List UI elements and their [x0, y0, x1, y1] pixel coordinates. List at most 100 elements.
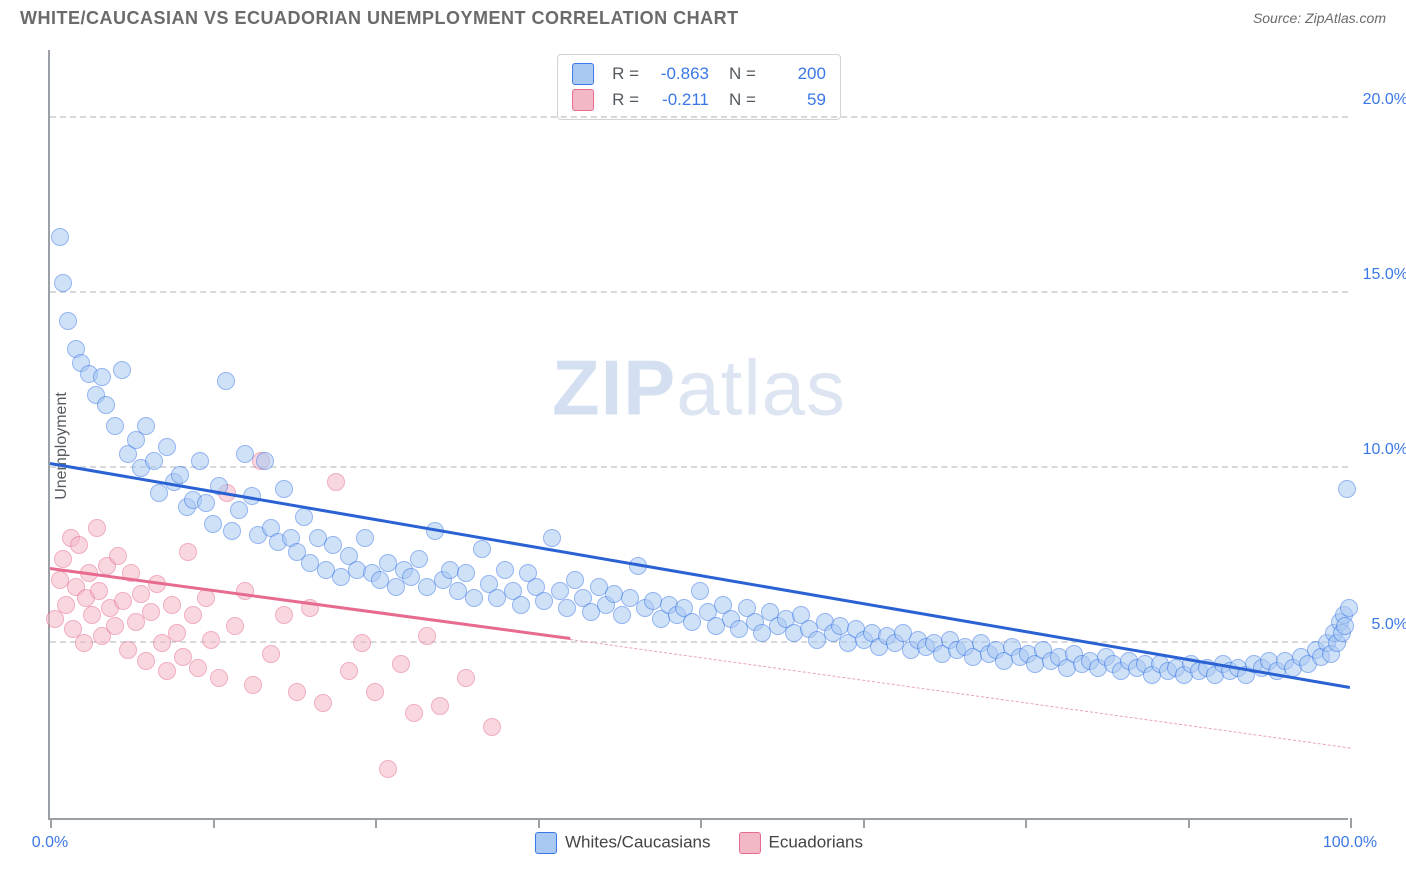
scatter-point: [405, 704, 423, 722]
xtick: [1025, 818, 1027, 828]
scatter-point: [119, 641, 137, 659]
scatter-point: [179, 543, 197, 561]
scatter-point: [163, 596, 181, 614]
ytick-label: 20.0%: [1363, 91, 1406, 109]
scatter-point: [431, 697, 449, 715]
stats-row-series2: R = -0.211 N = 59: [572, 87, 826, 113]
scatter-point: [327, 473, 345, 491]
scatter-point: [204, 515, 222, 533]
scatter-point: [244, 676, 262, 694]
scatter-point: [191, 452, 209, 470]
scatter-point: [465, 589, 483, 607]
scatter-point: [137, 652, 155, 670]
scatter-point: [132, 585, 150, 603]
scatter-point: [353, 634, 371, 652]
source-value: ZipAtlas.com: [1305, 10, 1386, 26]
xtick: [1350, 818, 1352, 828]
scatter-point: [114, 592, 132, 610]
scatter-point: [90, 582, 108, 600]
scatter-point: [54, 550, 72, 568]
stats-r-label-1: R =: [612, 64, 639, 84]
stats-box: R = -0.863 N = 200 R = -0.211 N = 59: [557, 54, 841, 120]
xtick: [538, 818, 540, 828]
scatter-point: [275, 480, 293, 498]
ytick-label: 15.0%: [1363, 266, 1406, 284]
scatter-point: [418, 627, 436, 645]
scatter-point: [171, 466, 189, 484]
watermark-zip: ZIP: [552, 343, 676, 431]
scatter-point: [543, 529, 561, 547]
gridline: [50, 116, 1348, 118]
ytick-label: 5.0%: [1372, 616, 1406, 634]
scatter-point: [473, 540, 491, 558]
scatter-point: [83, 606, 101, 624]
scatter-point: [392, 655, 410, 673]
scatter-point: [457, 564, 475, 582]
scatter-point: [566, 571, 584, 589]
scatter-point: [158, 438, 176, 456]
scatter-point: [210, 669, 228, 687]
scatter-point: [153, 634, 171, 652]
scatter-point: [410, 550, 428, 568]
xtick: [213, 818, 215, 828]
scatter-point: [512, 596, 530, 614]
xtick: [375, 818, 377, 828]
scatter-point: [262, 645, 280, 663]
scatter-point: [256, 452, 274, 470]
stats-r-val-1: -0.863: [649, 64, 709, 84]
legend-label-series1: Whites/Caucasians: [565, 832, 711, 851]
scatter-point: [93, 368, 111, 386]
watermark-atlas: atlas: [676, 343, 846, 431]
scatter-point: [691, 582, 709, 600]
scatter-point: [483, 718, 501, 736]
legend-label-series2: Ecuadorians: [769, 832, 864, 851]
stats-swatch-series2: [572, 89, 594, 111]
scatter-point: [59, 312, 77, 330]
chart-title: WHITE/CAUCASIAN VS ECUADORIAN UNEMPLOYME…: [20, 8, 739, 29]
stats-row-series1: R = -0.863 N = 200: [572, 61, 826, 87]
stats-n-label-2: N =: [729, 90, 756, 110]
gridline: [50, 466, 1348, 468]
scatter-point: [217, 372, 235, 390]
scatter-point: [75, 634, 93, 652]
scatter-point: [137, 417, 155, 435]
xtick-label: 0.0%: [32, 834, 68, 852]
scatter-point: [236, 445, 254, 463]
scatter-point: [70, 536, 88, 554]
plot-area: ZIPatlas R = -0.863 N = 200 R = -0.211 N…: [48, 50, 1348, 820]
scatter-point: [295, 508, 313, 526]
source-prefix: Source:: [1253, 10, 1305, 26]
scatter-point: [223, 522, 241, 540]
legend-item-series2: Ecuadorians: [739, 832, 864, 854]
xtick: [50, 818, 52, 828]
scatter-point: [387, 578, 405, 596]
scatter-point: [88, 519, 106, 537]
scatter-point: [202, 631, 220, 649]
scatter-point: [1338, 480, 1356, 498]
scatter-point: [106, 617, 124, 635]
scatter-point: [106, 417, 124, 435]
stats-n-val-2: 59: [766, 90, 826, 110]
xtick: [700, 818, 702, 828]
trend-line: [50, 462, 1351, 689]
scatter-point: [558, 599, 576, 617]
stats-r-label-2: R =: [612, 90, 639, 110]
scatter-point: [127, 613, 145, 631]
scatter-point: [356, 529, 374, 547]
watermark: ZIPatlas: [552, 342, 846, 433]
gridline: [50, 291, 1348, 293]
scatter-point: [613, 606, 631, 624]
scatter-point: [457, 669, 475, 687]
source-label: Source: ZipAtlas.com: [1253, 10, 1386, 28]
xtick: [1188, 818, 1190, 828]
scatter-point: [113, 361, 131, 379]
scatter-point: [226, 617, 244, 635]
legend-swatch-series1: [535, 832, 557, 854]
scatter-point: [1336, 617, 1354, 635]
gridline: [50, 641, 1348, 643]
legend-bottom: Whites/Caucasians Ecuadorians: [535, 832, 863, 854]
scatter-point: [142, 603, 160, 621]
scatter-point: [57, 596, 75, 614]
scatter-point: [230, 501, 248, 519]
xtick: [863, 818, 865, 828]
